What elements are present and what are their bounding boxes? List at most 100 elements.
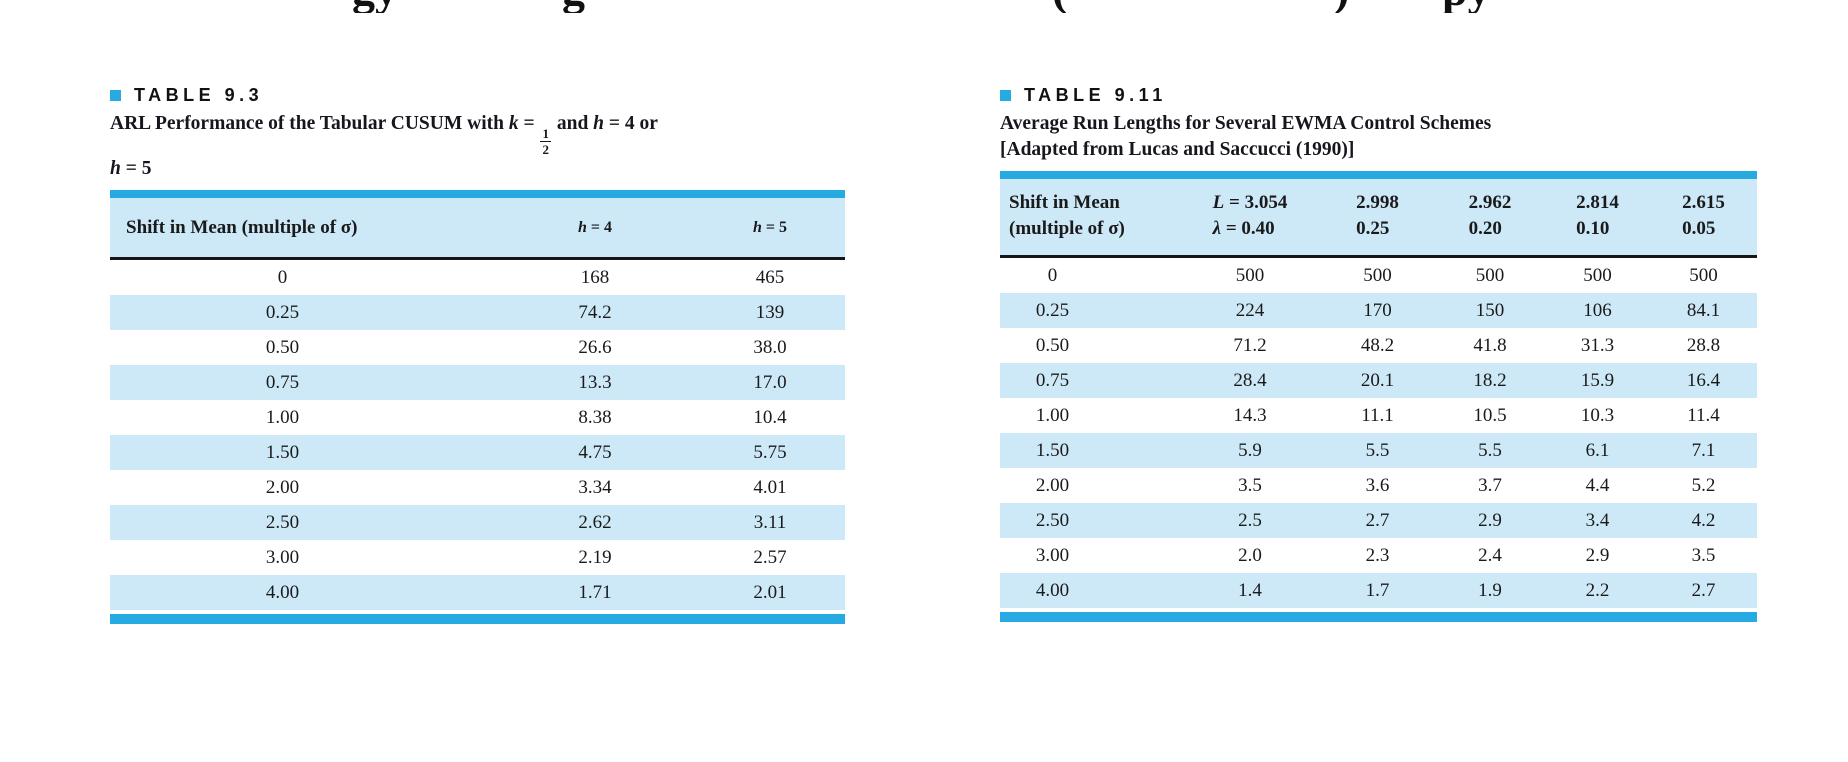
table-row: 0 168 465 xyxy=(110,260,845,295)
cell-h4-value: 74.2 xyxy=(578,301,612,323)
column-header-lambda-040: L = 3.054 λ = 0.40 xyxy=(1180,190,1320,242)
cell-arl-value: 106 xyxy=(1583,299,1612,321)
table-9-3-block: TABLE 9.3 ARL Performance of the Tabular… xyxy=(110,84,845,624)
cell-h4-value: 3.34 xyxy=(578,476,612,498)
cell-arl-value: 5.5 xyxy=(1365,439,1390,461)
table-9-3-caption: ARL Performance of the Tabular CUSUM wit… xyxy=(110,111,845,182)
cell-arl-value: 71.2 xyxy=(1233,334,1267,356)
cell-shift-value: 0.50 xyxy=(1035,334,1070,356)
header-text: 2.998 xyxy=(1356,192,1399,213)
cell-shift-value: 2.00 xyxy=(1035,474,1070,496)
cell-shift-value: 0.25 xyxy=(265,301,300,323)
header-text: 0.05 xyxy=(1682,218,1716,239)
cell-arl-value: 5.9 xyxy=(1238,439,1262,461)
cell-shift-value: 0 xyxy=(1047,264,1058,286)
cell-arl-value: 14.3 xyxy=(1233,404,1267,426)
cell-arl-value: 150 xyxy=(1475,299,1505,321)
table-9-11-body: 0 500 500 500 500 500 0.25 224 170 150 1… xyxy=(1000,258,1757,608)
caption-var-h: h xyxy=(593,113,605,134)
cell-arl-value: 6.1 xyxy=(1585,439,1610,461)
cell-arl-value: 16.4 xyxy=(1686,369,1721,391)
cell-h4-value: 2.62 xyxy=(578,511,612,533)
cell-h5-value: 5.75 xyxy=(753,441,787,463)
cell-h4-value: 4.75 xyxy=(578,441,612,463)
cell-h5-value: 139 xyxy=(755,301,785,323)
cell-shift-value: 0 xyxy=(277,266,288,288)
table-9-11-label: TABLE 9.11 xyxy=(1024,84,1167,105)
table-row: 3.00 2.0 2.3 2.4 2.9 3.5 xyxy=(1000,538,1757,573)
table-row: 2.00 3.5 3.6 3.7 4.4 5.2 xyxy=(1000,468,1757,503)
column-header-lambda-005: 2.615 0.05 xyxy=(1650,190,1757,242)
clipped-page-heading: gy g () py xyxy=(0,0,1848,13)
cell-arl-value: 2.9 xyxy=(1478,509,1502,531)
table-row: 0 500 500 500 500 500 xyxy=(1000,258,1757,293)
table-bottom-accent-bar xyxy=(1000,612,1757,622)
header-text: 2.962 xyxy=(1468,192,1512,213)
cell-arl-value: 4.2 xyxy=(1691,509,1716,531)
column-header-lambda-010: 2.814 0.10 xyxy=(1545,190,1650,242)
clipped-heading-fragment: ) xyxy=(1334,0,1349,13)
caption-text: ARL Performance of the Tabular CUSUM wit… xyxy=(110,113,504,134)
cell-arl-value: 500 xyxy=(1583,264,1612,286)
cell-shift-value: 4.00 xyxy=(265,581,300,603)
table-row: 1.50 5.9 5.5 5.5 6.1 7.1 xyxy=(1000,433,1757,468)
table-top-accent-bar xyxy=(1000,171,1757,179)
table-row: 0.75 13.3 17.0 xyxy=(110,365,845,400)
square-bullet-icon xyxy=(1000,89,1011,101)
table-9-11-caption: Average Run Lengths for Several EWMA Con… xyxy=(1000,111,1757,163)
clipped-heading-fragment: gy xyxy=(352,0,398,13)
cell-arl-value: 18.2 xyxy=(1473,369,1507,391)
caption-text: = 4 or xyxy=(608,113,658,134)
cell-shift-value: 1.50 xyxy=(265,441,300,463)
cell-shift-value: 2.50 xyxy=(1035,509,1070,531)
cell-arl-value: 15.9 xyxy=(1580,369,1615,391)
caption-text: = 5 xyxy=(125,158,152,179)
cell-arl-value: 11.1 xyxy=(1361,404,1394,426)
cell-arl-value: 1.4 xyxy=(1238,579,1262,601)
cell-arl-value: 11.4 xyxy=(1687,404,1720,426)
cell-arl-value: 3.5 xyxy=(1238,474,1262,496)
cell-arl-value: 41.8 xyxy=(1473,334,1507,356)
cell-shift-value: 3.00 xyxy=(265,546,300,568)
header-text: = 4 xyxy=(586,218,613,236)
table-row: 3.00 2.19 2.57 xyxy=(110,540,845,575)
cell-arl-value: 5.2 xyxy=(1691,474,1716,496)
clipped-heading-fragment: ( xyxy=(1052,0,1067,13)
cell-h4-value: 8.38 xyxy=(578,406,612,428)
cell-arl-value: 28.8 xyxy=(1686,334,1721,356)
header-var: L xyxy=(1212,192,1225,213)
cell-arl-value: 5.5 xyxy=(1478,439,1502,461)
cell-arl-value: 7.1 xyxy=(1691,439,1716,461)
cell-shift-value: 2.00 xyxy=(265,476,300,498)
table-9-3-label: TABLE 9.3 xyxy=(134,84,264,105)
cell-h5-value: 4.01 xyxy=(753,476,787,498)
cell-arl-value: 84.1 xyxy=(1686,299,1721,321)
cell-shift-value: 0.75 xyxy=(1035,369,1070,391)
cell-h4-value: 26.6 xyxy=(578,336,612,358)
cell-h5-value: 2.01 xyxy=(753,581,787,603)
column-header-lambda-020: 2.962 0.20 xyxy=(1435,190,1545,242)
cell-arl-value: 224 xyxy=(1235,299,1265,321)
cell-arl-value: 2.3 xyxy=(1365,544,1390,566)
header-text: 2.814 xyxy=(1576,192,1619,213)
caption-text: and xyxy=(556,113,589,134)
cell-arl-value: 10.3 xyxy=(1580,404,1615,426)
cell-shift-value: 1.00 xyxy=(265,406,300,428)
cell-arl-value: 2.0 xyxy=(1238,544,1262,566)
table-bottom-accent-bar xyxy=(110,614,845,624)
cell-h4-value: 1.71 xyxy=(578,581,612,603)
table-row: 1.00 8.38 10.4 xyxy=(110,400,845,435)
table-row: 4.00 1.4 1.7 1.9 2.2 2.7 xyxy=(1000,573,1757,608)
cell-arl-value: 3.6 xyxy=(1365,474,1390,496)
cell-arl-value: 28.4 xyxy=(1233,369,1267,391)
cell-shift-value: 4.00 xyxy=(1035,579,1070,601)
fraction-denominator: 2 xyxy=(542,142,549,157)
header-var: h xyxy=(577,218,587,236)
cell-shift-value: 0.50 xyxy=(265,336,300,358)
column-header-h5: h = 5 xyxy=(735,219,845,237)
cell-h5-value: 38.0 xyxy=(753,336,787,358)
table-9-11-caption-line1: Average Run Lengths for Several EWMA Con… xyxy=(1000,113,1492,134)
cell-h5-value: 17.0 xyxy=(753,371,787,393)
header-text: Shift in Mean xyxy=(1009,192,1120,213)
header-var: λ xyxy=(1212,218,1222,239)
